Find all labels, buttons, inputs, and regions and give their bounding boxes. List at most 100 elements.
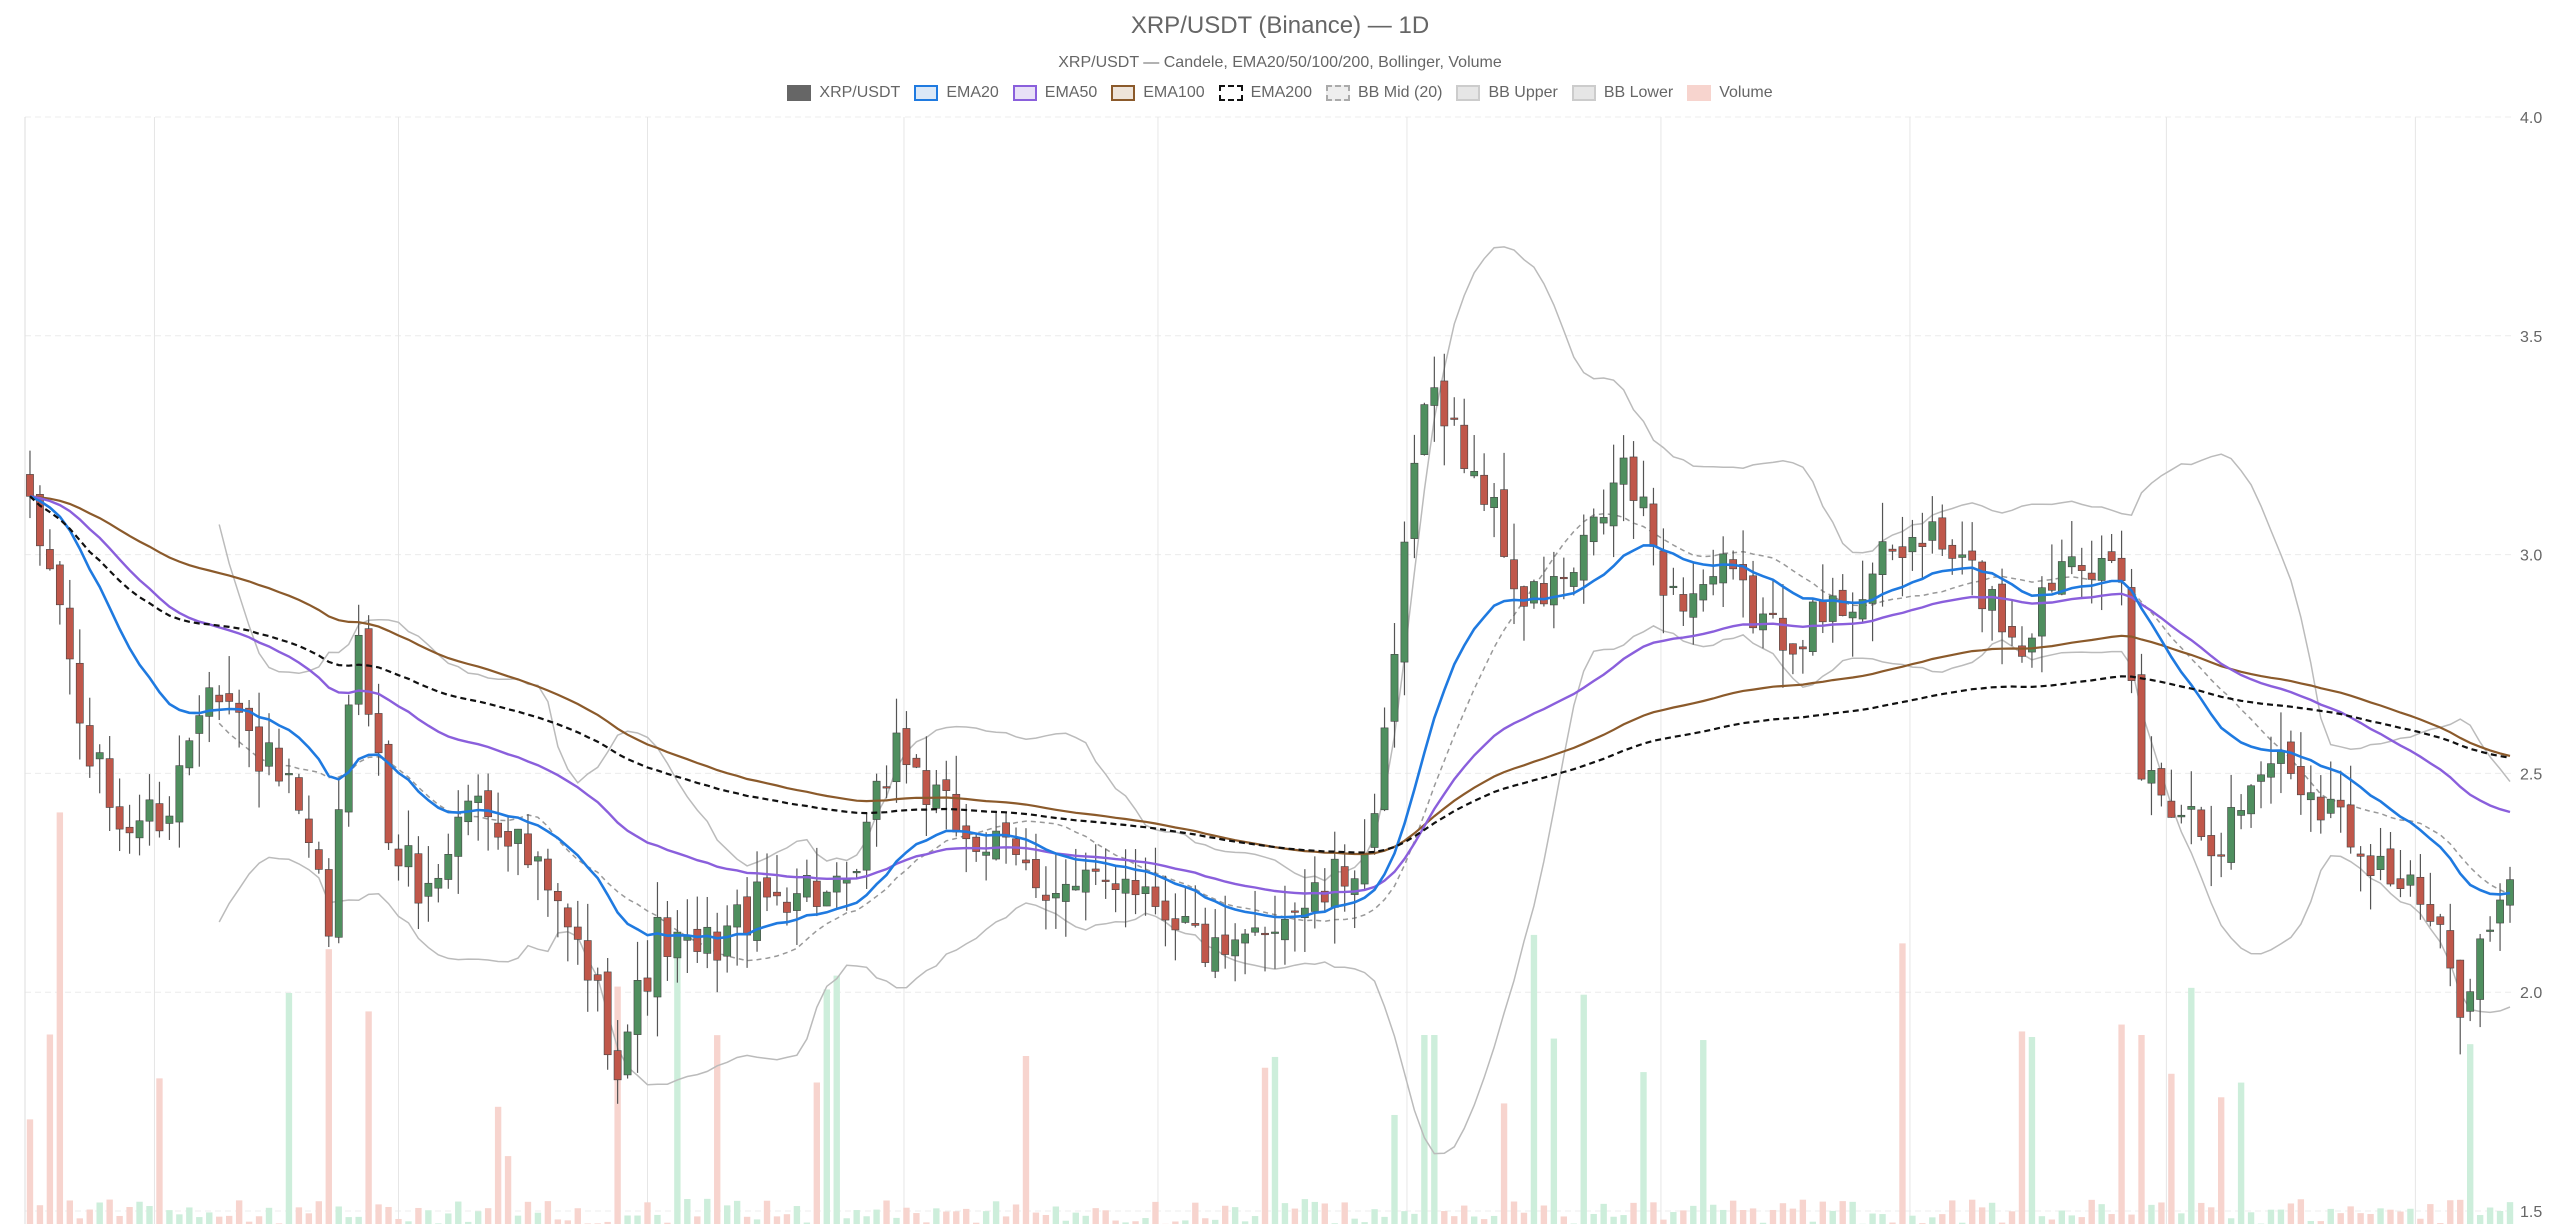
candle[interactable] [583, 903, 592, 1012]
candle[interactable] [444, 833, 453, 889]
candle[interactable] [693, 896, 702, 963]
candle[interactable] [2316, 775, 2325, 834]
candle[interactable] [2107, 533, 2116, 564]
candle[interactable] [1709, 549, 1718, 596]
candle[interactable] [1609, 444, 1618, 558]
candle[interactable] [2077, 547, 2086, 599]
candle[interactable] [514, 828, 522, 876]
candle[interactable] [1988, 585, 1996, 641]
candle[interactable] [125, 804, 134, 854]
candle[interactable] [2376, 827, 2385, 881]
candle[interactable] [494, 792, 502, 850]
candle[interactable] [215, 685, 224, 720]
candle[interactable] [1480, 453, 1489, 512]
candle[interactable] [842, 861, 851, 911]
candle[interactable] [344, 694, 353, 827]
candle[interactable] [2486, 916, 2494, 942]
candle[interactable] [105, 736, 114, 831]
candle[interactable] [832, 862, 841, 908]
candle[interactable] [2227, 774, 2236, 870]
candle[interactable] [1769, 580, 1777, 619]
candle[interactable] [1380, 707, 1389, 812]
candle[interactable] [1858, 560, 1867, 624]
candle[interactable] [1818, 564, 1827, 634]
legend-item[interactable]: Volume [1687, 84, 1773, 102]
candle[interactable] [1300, 869, 1309, 952]
candle[interactable] [2336, 770, 2345, 833]
candle[interactable] [1510, 523, 1518, 625]
candle[interactable] [1759, 597, 1767, 649]
candle[interactable] [1958, 521, 1967, 575]
candle[interactable] [1968, 522, 1977, 596]
candle[interactable] [1470, 435, 1479, 479]
candle[interactable] [1669, 567, 1678, 595]
candle[interactable] [1789, 643, 1797, 675]
candle[interactable] [2446, 903, 2455, 987]
candle[interactable] [1061, 859, 1070, 937]
candle[interactable] [205, 671, 214, 743]
candle[interactable] [1838, 574, 1847, 617]
candle[interactable] [1340, 844, 1349, 912]
candle[interactable] [145, 774, 154, 846]
candle[interactable] [195, 695, 204, 767]
candle[interactable] [2386, 832, 2395, 887]
candle[interactable] [1131, 849, 1140, 915]
candle[interactable] [175, 735, 184, 848]
candle[interactable] [1350, 870, 1359, 929]
candle[interactable] [1938, 504, 1947, 556]
legend-item[interactable]: BB Lower [1571, 84, 1673, 102]
candle[interactable] [295, 773, 303, 815]
candle[interactable] [394, 834, 403, 881]
candle[interactable] [743, 877, 751, 968]
candle[interactable] [384, 740, 393, 850]
candle[interactable] [1151, 847, 1160, 915]
candle[interactable] [1679, 577, 1688, 626]
candle[interactable] [2028, 633, 2036, 668]
candle[interactable] [912, 754, 921, 769]
candle[interactable] [404, 810, 413, 887]
candle[interactable] [1619, 435, 1628, 522]
candle[interactable] [2257, 761, 2265, 809]
candle[interactable] [2217, 832, 2226, 878]
candle[interactable] [1281, 885, 1289, 965]
candle[interactable] [793, 868, 801, 945]
candle[interactable] [783, 887, 791, 926]
candle[interactable] [1719, 536, 1728, 608]
candle[interactable] [155, 781, 164, 838]
candle[interactable] [892, 698, 901, 803]
candle[interactable] [643, 940, 652, 1016]
candle[interactable] [1520, 585, 1528, 641]
candle[interactable] [962, 803, 971, 873]
candle[interactable] [115, 778, 124, 852]
candle[interactable] [504, 814, 512, 872]
candle[interactable] [1420, 402, 1429, 456]
candle[interactable] [1390, 623, 1399, 748]
candle[interactable] [1330, 831, 1339, 944]
candle[interactable] [633, 941, 642, 1073]
candle[interactable] [2057, 539, 2066, 596]
candle[interactable] [1579, 514, 1588, 604]
candle[interactable] [1211, 909, 1220, 979]
candle[interactable] [563, 903, 572, 962]
candle[interactable] [1121, 849, 1130, 928]
candle[interactable] [2197, 806, 2206, 841]
candle[interactable] [1430, 356, 1439, 442]
candle[interactable] [1699, 569, 1708, 612]
candle[interactable] [872, 773, 881, 847]
candle[interactable] [414, 836, 423, 930]
candle[interactable] [713, 912, 722, 993]
candle[interactable] [2277, 712, 2285, 794]
candle[interactable] [2247, 784, 2255, 828]
candle[interactable] [1500, 452, 1508, 558]
candle[interactable] [1599, 489, 1608, 535]
candle[interactable] [1101, 848, 1110, 899]
legend-item[interactable]: EMA200 [1218, 84, 1312, 102]
candle[interactable] [544, 848, 552, 917]
candle[interactable] [2038, 576, 2046, 673]
legend-item[interactable]: XRP/USDT [787, 84, 900, 102]
candle[interactable] [534, 851, 542, 901]
candle[interactable] [2296, 732, 2305, 815]
candle[interactable] [2356, 846, 2365, 892]
candle[interactable] [225, 656, 234, 715]
candle[interactable] [882, 765, 891, 799]
